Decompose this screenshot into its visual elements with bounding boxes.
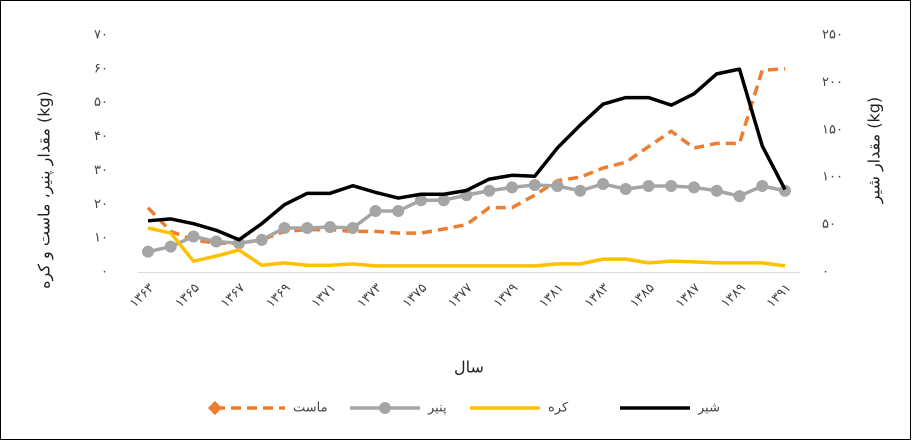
point-marker: [483, 184, 496, 197]
point-marker: [142, 245, 154, 258]
point-marker: [779, 184, 791, 197]
y-tick-label: ۰: [101, 265, 108, 280]
legend-label: کره: [548, 401, 569, 416]
point-marker: [756, 180, 769, 193]
point-marker: [437, 194, 450, 207]
point-marker: [733, 190, 746, 203]
point-marker: [164, 240, 177, 253]
point-marker: [346, 221, 359, 234]
point-marker: [187, 230, 200, 243]
point-marker: [415, 194, 427, 207]
point-marker: [665, 180, 678, 193]
y2-tick-label: ۵۰: [822, 217, 836, 232]
point-marker: [688, 181, 700, 194]
point-marker: [574, 184, 587, 197]
y2-tick-label: ۱۰۰: [822, 170, 843, 185]
y-tick-label: ۷۰: [94, 28, 108, 43]
point-marker: [369, 205, 382, 218]
legend-label: شیر: [697, 401, 720, 416]
y-tick-label: ۴۰: [94, 129, 108, 144]
point-marker: [210, 235, 223, 248]
point-marker: [278, 221, 291, 234]
series-line: [147, 67, 787, 242]
point-marker: [597, 177, 609, 190]
legend-label: پنیر: [427, 401, 447, 416]
legend-marker: [379, 402, 391, 414]
y2-axis-title: مقدار شیر (kg): [865, 97, 885, 204]
point-marker: [710, 184, 723, 197]
point-marker: [506, 181, 518, 194]
point-marker: [528, 178, 541, 191]
y2-tick-label: ۱۵۰: [822, 122, 843, 137]
y-tick-label: ۵۰: [94, 95, 108, 110]
y-tick-label: ۲۰: [94, 197, 108, 212]
y-tick-label: ۱۰: [94, 231, 108, 246]
y-tick-label: ۳۰: [94, 163, 108, 178]
point-marker: [301, 221, 314, 234]
point-marker: [392, 205, 405, 218]
legend-marker: [207, 400, 223, 416]
y-tick-label: ۶۰: [94, 61, 108, 76]
point-marker: [642, 180, 655, 193]
y2-tick-label: ۰: [822, 265, 829, 280]
y2-tick-label: ۲۰۰: [822, 75, 843, 90]
point-marker: [324, 220, 336, 233]
y2-tick-label: ۲۵۰: [822, 28, 843, 43]
point-marker: [619, 183, 632, 196]
x-axis-title: سال: [454, 358, 484, 377]
legend-label: ماست: [293, 401, 328, 416]
point-marker: [255, 233, 268, 246]
series-line: [147, 226, 786, 268]
point-marker: [551, 180, 564, 193]
y-axis-title: مقدار پنیر، ماست و کره (kg): [35, 91, 55, 289]
